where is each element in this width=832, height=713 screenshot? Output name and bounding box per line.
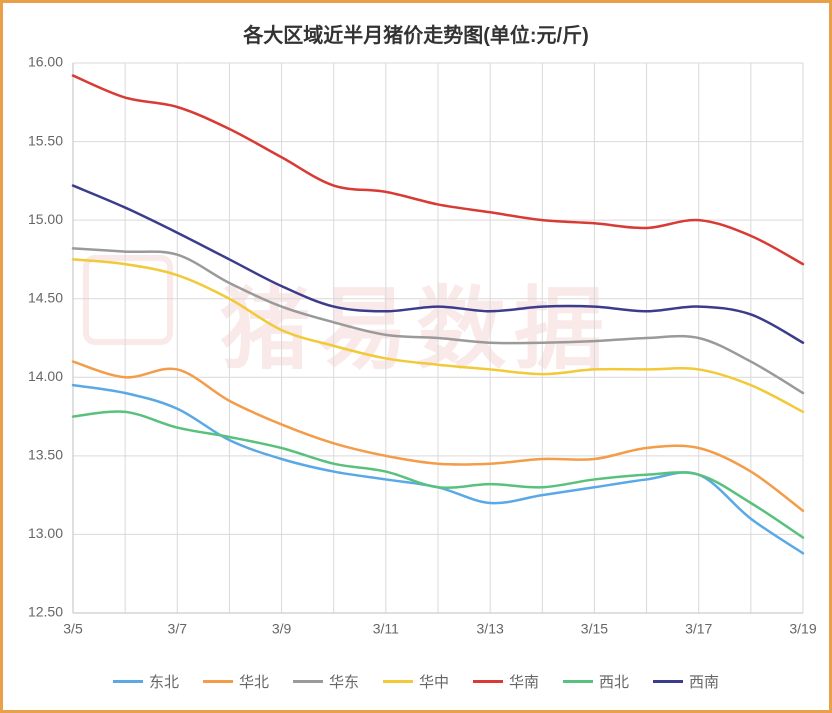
legend-item-西北: 西北	[563, 671, 629, 692]
svg-text:3/15: 3/15	[581, 620, 608, 636]
legend-swatch	[383, 680, 413, 683]
svg-text:13.50: 13.50	[28, 447, 63, 463]
svg-text:3/5: 3/5	[63, 620, 83, 636]
chart-title: 各大区域近半月猪价走势图(单位:元/斤)	[3, 3, 829, 48]
legend: 东北 华北 华东 华中 华南 西北 西南	[3, 671, 829, 692]
svg-text:3/9: 3/9	[272, 620, 292, 636]
legend-swatch	[293, 680, 323, 683]
legend-item-华南: 华南	[473, 671, 539, 692]
svg-text:12.50: 12.50	[28, 604, 63, 620]
svg-text:3/11: 3/11	[373, 620, 399, 636]
legend-swatch	[563, 680, 593, 683]
legend-swatch	[113, 680, 143, 683]
legend-item-西南: 西南	[653, 671, 719, 692]
legend-swatch	[203, 680, 233, 683]
legend-item-华东: 华东	[293, 671, 359, 692]
svg-text:3/13: 3/13	[477, 620, 504, 636]
legend-label: 华北	[239, 671, 269, 692]
legend-item-华北: 华北	[203, 671, 269, 692]
chart-frame: 各大区域近半月猪价走势图(单位:元/斤) 猪易数据 12.5013.0013.5…	[0, 0, 832, 713]
svg-text:15.50: 15.50	[28, 132, 63, 148]
legend-item-华中: 华中	[383, 671, 449, 692]
svg-text:14.50: 14.50	[28, 289, 63, 305]
svg-text:16.00: 16.00	[28, 54, 63, 70]
svg-text:15.00: 15.00	[28, 211, 63, 227]
svg-text:14.00: 14.00	[28, 368, 63, 384]
legend-swatch	[653, 680, 683, 683]
legend-label: 华中	[419, 671, 449, 692]
legend-label: 华东	[329, 671, 359, 692]
legend-label: 西北	[599, 671, 629, 692]
svg-text:3/7: 3/7	[168, 620, 188, 636]
svg-text:13.00: 13.00	[28, 525, 63, 541]
plot-svg: 12.5013.0013.5014.0014.5015.0015.5016.00…	[73, 63, 803, 613]
legend-item-东北: 东北	[113, 671, 179, 692]
legend-label: 西南	[689, 671, 719, 692]
legend-swatch	[473, 680, 503, 683]
svg-text:3/19: 3/19	[789, 620, 816, 636]
svg-text:3/17: 3/17	[685, 620, 712, 636]
plot-area: 12.5013.0013.5014.0014.5015.0015.5016.00…	[73, 63, 803, 613]
legend-label: 华南	[509, 671, 539, 692]
legend-label: 东北	[149, 671, 179, 692]
